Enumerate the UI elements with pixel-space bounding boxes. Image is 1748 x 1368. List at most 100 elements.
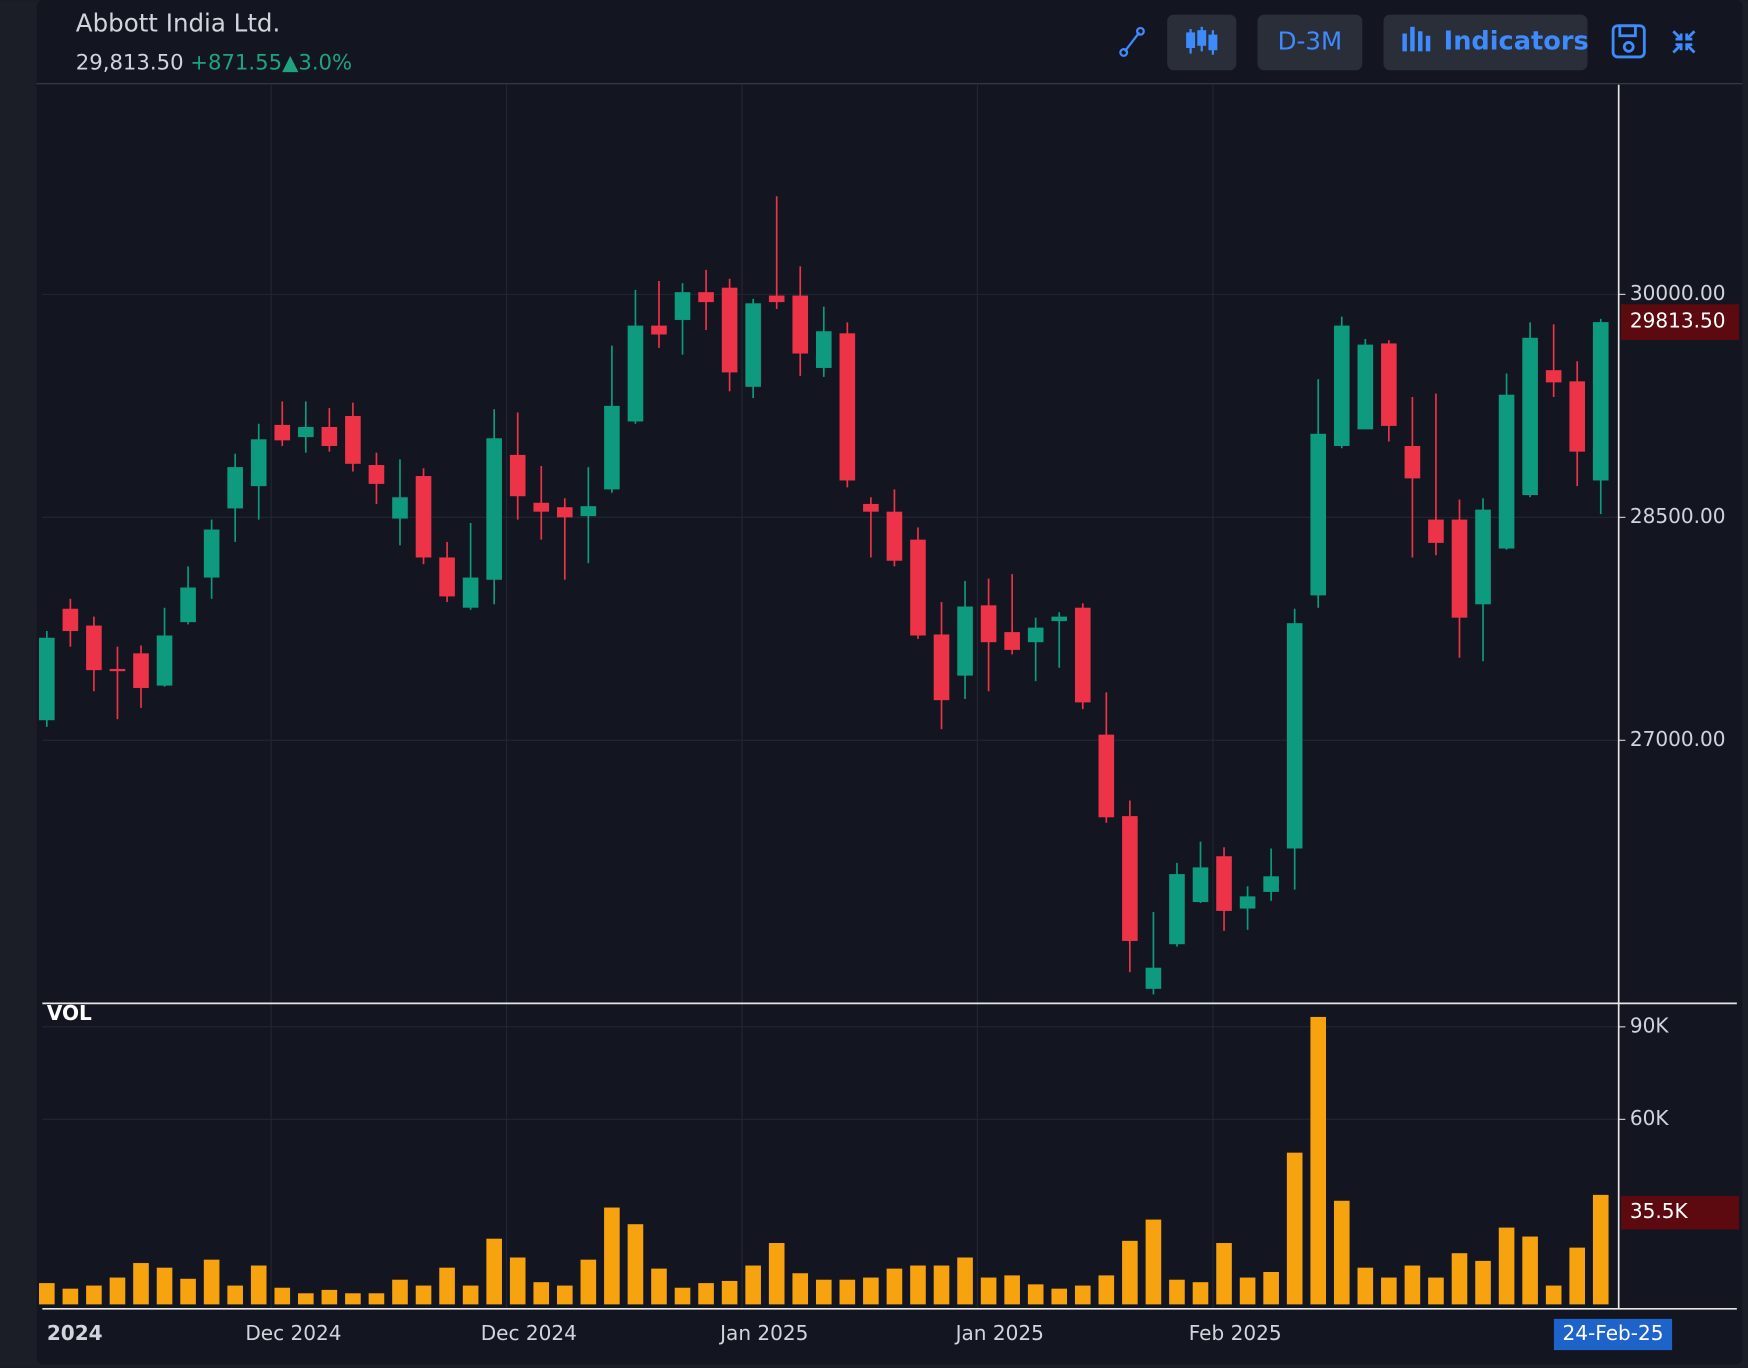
candle-body <box>1051 616 1068 622</box>
volume-bar <box>368 1293 385 1305</box>
volume-bar <box>439 1267 455 1305</box>
volume-bar <box>62 1288 79 1305</box>
candle-body <box>1027 627 1044 643</box>
candle-body <box>957 606 973 676</box>
candle-body <box>1498 394 1515 549</box>
volume-bar <box>1192 1282 1209 1305</box>
candle-body <box>863 503 879 512</box>
chart-type-button[interactable] <box>1167 14 1237 71</box>
candle-body <box>439 557 455 597</box>
volume-bar <box>1569 1247 1586 1305</box>
volume-bar <box>415 1285 432 1305</box>
volume-bar <box>509 1257 526 1305</box>
candle-body <box>1098 734 1115 818</box>
volume-bar <box>180 1278 196 1305</box>
candle-body <box>815 331 832 368</box>
volume-bar <box>1169 1279 1185 1305</box>
volume-bar <box>768 1243 785 1305</box>
volume-bar <box>933 1265 950 1305</box>
candle-body <box>721 287 738 373</box>
indicators-button[interactable]: Indicators <box>1383 14 1589 71</box>
volume-bar <box>109 1277 126 1305</box>
volume-bar <box>745 1265 761 1305</box>
candle-body <box>509 454 526 497</box>
volume-bar <box>133 1263 149 1305</box>
candle-body <box>768 295 785 303</box>
y-tick-label: 27000.00 <box>1630 727 1726 751</box>
volume-bar <box>1428 1277 1444 1305</box>
candle-body <box>886 511 903 561</box>
candle-body <box>1592 322 1609 481</box>
volume-bar <box>674 1287 691 1305</box>
price: 29,813.50 <box>76 50 184 75</box>
candle-body <box>486 438 502 580</box>
volume-bar <box>203 1259 220 1305</box>
y-tick-label: 30000.00 <box>1630 281 1726 305</box>
volume-bar <box>1263 1272 1279 1305</box>
volume-bar <box>1545 1285 1562 1305</box>
volume-bar <box>227 1285 243 1305</box>
candle-body <box>180 587 196 623</box>
volume-bar <box>156 1267 173 1305</box>
save-button[interactable] <box>1611 24 1646 59</box>
volume-bar <box>250 1265 267 1305</box>
last-volume-marker <box>1620 1196 1740 1230</box>
crosshair-date-box <box>1553 1318 1673 1351</box>
candle-body <box>415 476 432 558</box>
volume-bar <box>792 1273 809 1305</box>
volume-bar <box>274 1287 291 1305</box>
volume-bar <box>462 1285 479 1305</box>
change: +871.55 <box>190 50 282 75</box>
volume-bar <box>556 1285 573 1305</box>
volume-bar <box>604 1207 620 1305</box>
candle-body <box>298 426 314 438</box>
candle-body <box>698 292 714 303</box>
candle-body <box>462 577 479 608</box>
volume-bar <box>886 1268 903 1305</box>
x-tick-label: Jan 2025 <box>718 1321 808 1345</box>
candle-body <box>556 507 573 518</box>
volume-bar <box>863 1277 879 1305</box>
candle-body <box>792 295 809 354</box>
candle-body <box>368 465 385 484</box>
volume-bar <box>392 1279 408 1305</box>
last-price-marker <box>1620 304 1740 340</box>
volume-bar <box>580 1259 597 1305</box>
candle-body <box>345 415 361 464</box>
volume-bar <box>1310 1016 1327 1305</box>
volume-bar <box>1004 1275 1020 1305</box>
indicators-label: Indicators <box>1444 26 1589 56</box>
draw-tool[interactable] <box>1119 26 1145 57</box>
volume-bar <box>651 1268 667 1305</box>
chart-title: Abbott India Ltd. <box>76 9 281 38</box>
volume-bar <box>345 1293 361 1305</box>
candle-body <box>392 497 408 519</box>
candle-body <box>745 303 761 387</box>
candle-body <box>1074 607 1091 703</box>
candle-body <box>651 325 667 335</box>
volume-bar <box>39 1283 55 1305</box>
y-tick-label: 28500.00 <box>1630 504 1726 528</box>
volume-bar <box>957 1257 973 1305</box>
candle-body <box>1169 874 1185 945</box>
volume-bar <box>1286 1152 1303 1305</box>
x-tick-label: Feb 2025 <box>1189 1321 1282 1345</box>
plot: 27000.00 28500.00 30000.00 60K 90K VOL 29813.5… <box>39 84 1740 1351</box>
interval-button[interactable]: D-3M <box>1257 14 1363 71</box>
candle-body <box>274 424 291 441</box>
volume-bar <box>1051 1288 1068 1305</box>
candle-body <box>1545 370 1562 383</box>
volume-bar <box>1498 1227 1515 1305</box>
change-pct: ▲3.0% <box>282 50 352 75</box>
volume-bar <box>1239 1277 1256 1305</box>
volume-bar <box>1451 1253 1468 1305</box>
volume-bar <box>815 1279 832 1305</box>
volume-bar <box>1475 1260 1491 1305</box>
candle-body <box>933 634 950 701</box>
candle-body <box>1122 816 1138 941</box>
price-line: 29,813.50 +871.55▲3.0% <box>76 50 352 75</box>
collapse-button[interactable] <box>1672 30 1696 54</box>
candle-body <box>1239 896 1256 909</box>
volume-bar <box>698 1283 714 1305</box>
